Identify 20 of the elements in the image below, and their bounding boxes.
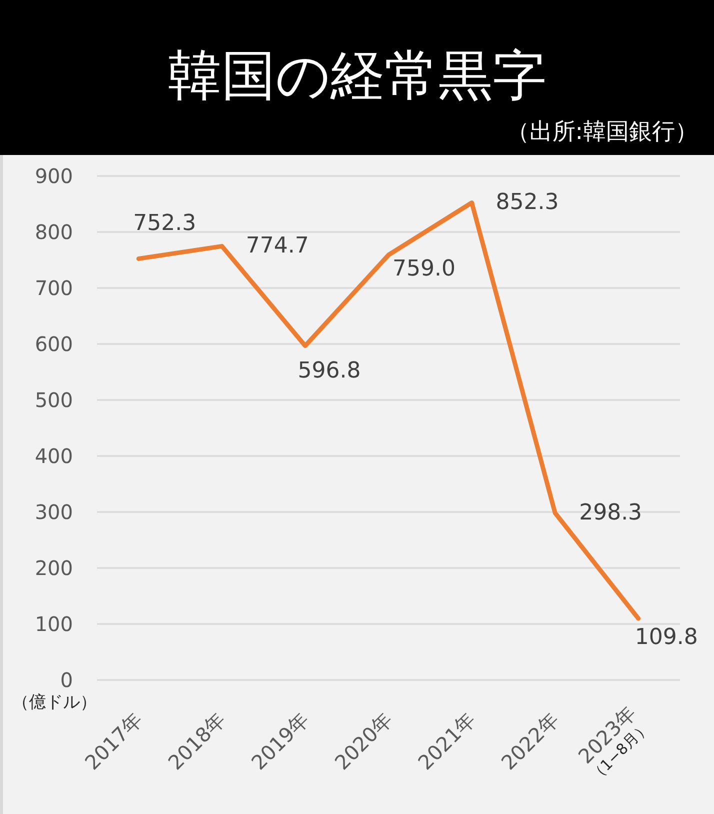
data-label: 759.0 [392, 256, 456, 282]
y-tick-label: 600 [34, 332, 73, 356]
data-label: 852.3 [496, 190, 559, 216]
data-label: 774.7 [246, 234, 309, 259]
chart-title: 韓国の経常黒字 [166, 44, 548, 108]
y-tick-label: 200 [34, 556, 73, 580]
y-axis-title: （億ドル） [12, 692, 97, 712]
y-tick-label: 700 [34, 276, 73, 300]
data-label: 109.8 [634, 625, 698, 650]
y-tick-label: 800 [34, 220, 73, 244]
y-tick-label: 900 [34, 164, 73, 188]
data-label: 596.8 [298, 358, 361, 384]
data-label: 298.3 [579, 500, 642, 526]
y-tick-label: 500 [34, 388, 73, 412]
y-tick-label: 300 [34, 500, 73, 524]
data-label: 752.3 [133, 211, 196, 236]
text: （出所:韓国銀行） [506, 118, 698, 147]
y-tick-label: 100 [34, 612, 73, 636]
y-tick-label: 400 [34, 444, 73, 468]
y-tick-label: 0 [60, 668, 73, 692]
